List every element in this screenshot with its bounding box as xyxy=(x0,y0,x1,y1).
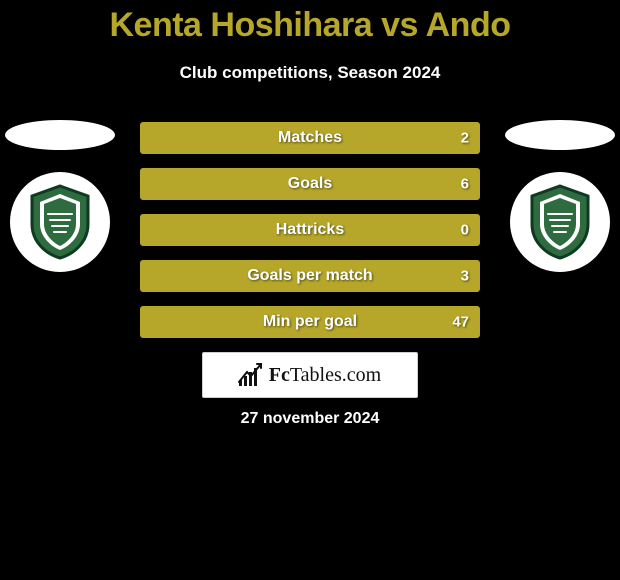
subtitle: Club competitions, Season 2024 xyxy=(0,63,620,83)
stat-value: 2 xyxy=(461,130,469,147)
chart-icon xyxy=(239,364,263,386)
stat-row: Goals per match 3 xyxy=(140,260,480,292)
stat-label: Matches xyxy=(278,129,342,147)
stat-value: 6 xyxy=(461,176,469,193)
page-title: Kenta Hoshihara vs Ando xyxy=(0,0,620,45)
brand-text: FcTables.com xyxy=(269,364,381,387)
stat-row: Goals 6 xyxy=(140,168,480,200)
left-player-pill xyxy=(5,120,115,150)
brand-prefix: Fc xyxy=(269,364,290,386)
left-player-column xyxy=(0,120,120,272)
crest-icon xyxy=(28,184,92,260)
right-player-pill xyxy=(505,120,615,150)
brand-suffix: Tables.com xyxy=(290,364,381,386)
stat-value: 3 xyxy=(461,268,469,285)
right-crest xyxy=(510,172,610,272)
stat-value: 47 xyxy=(452,314,469,331)
crest-icon xyxy=(528,184,592,260)
stat-label: Goals per match xyxy=(247,267,372,285)
stat-row: Hattricks 0 xyxy=(140,214,480,246)
date-label: 27 november 2024 xyxy=(0,410,620,428)
stat-row: Min per goal 47 xyxy=(140,306,480,338)
stat-label: Goals xyxy=(288,175,332,193)
stats-container: Matches 2 Goals 6 Hattricks 0 Goals per … xyxy=(140,122,480,352)
brand-logo: FcTables.com xyxy=(202,352,418,398)
left-crest xyxy=(10,172,110,272)
stat-value: 0 xyxy=(461,222,469,239)
stat-row: Matches 2 xyxy=(140,122,480,154)
stat-label: Hattricks xyxy=(276,221,344,239)
right-player-column xyxy=(500,120,620,272)
stat-label: Min per goal xyxy=(263,313,357,331)
